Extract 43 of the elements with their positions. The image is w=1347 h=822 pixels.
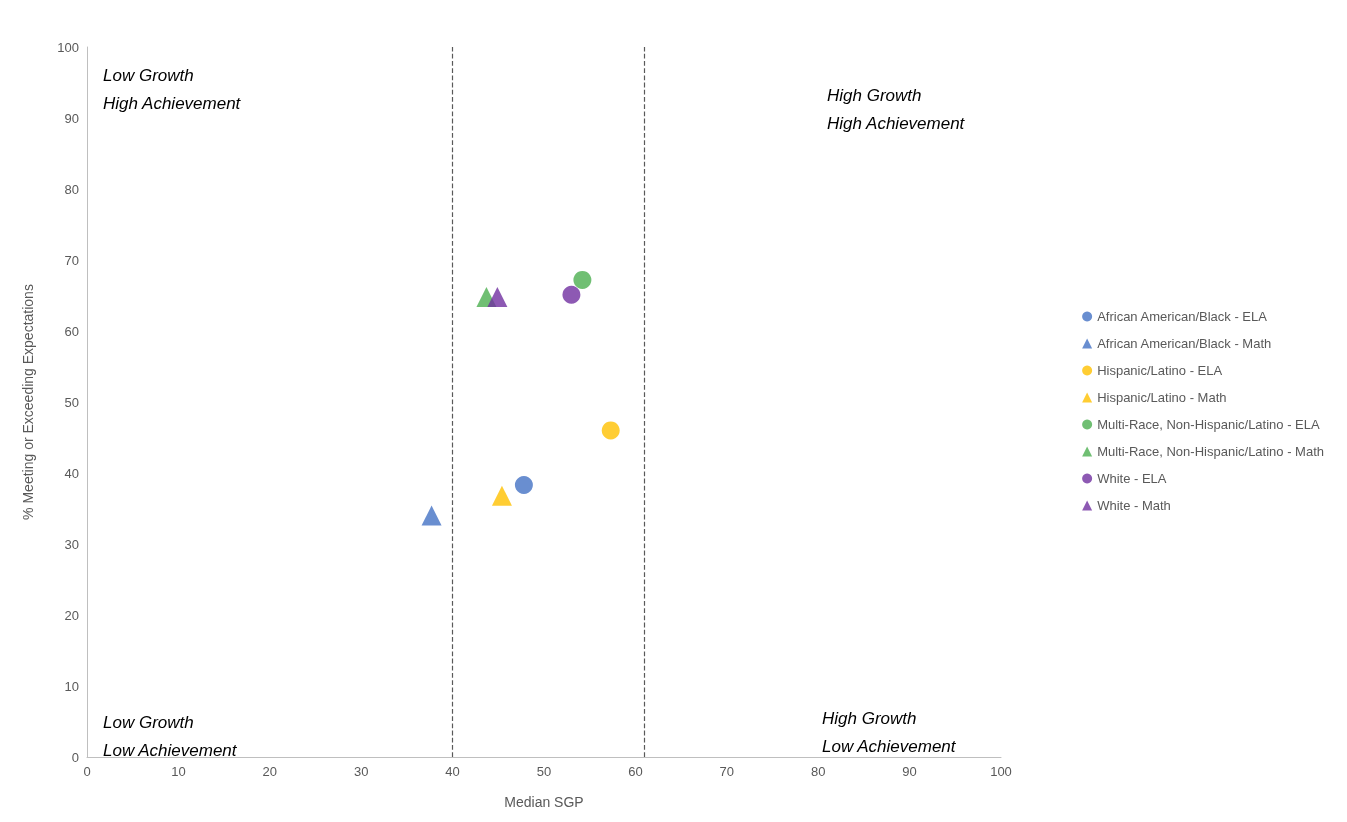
y-tick-label: 30 (64, 536, 79, 552)
legend-label: Multi-Race, Non-Hispanic/Latino - Math (1097, 444, 1325, 459)
annotation: Low Growth High Achievement (103, 65, 242, 113)
y-tick-label: 60 (64, 323, 79, 339)
y-tick-label: 10 (64, 678, 79, 694)
x-tick-label: 10 (171, 764, 186, 779)
point (487, 286, 508, 307)
legend-label: African American/Black - Math (1097, 336, 1272, 351)
x-tick-label: 60 (628, 764, 643, 779)
legend-label: Multi-Race, Non-Hispanic/Latino - ELA (1097, 417, 1320, 432)
y-tick-label: 20 (64, 607, 79, 623)
annotation: High Growth High Achievement (827, 85, 966, 133)
x-tick-label: 0 (83, 764, 91, 779)
legend-label: White - Math (1097, 498, 1171, 513)
x-tick-label: 30 (353, 764, 369, 779)
point (491, 485, 512, 506)
y-axis-title: % Meeting or Exceeding Expectations (20, 284, 36, 520)
legend-label: Hispanic/Latino - ELA (1097, 363, 1223, 378)
y-tick-label: 90 (64, 110, 79, 126)
point (421, 505, 442, 526)
point (601, 421, 620, 440)
annotation: High Growth Low Achievement (822, 708, 957, 756)
point (573, 270, 592, 289)
x-tick-label: 50 (536, 764, 552, 779)
point (562, 285, 581, 304)
x-tick-label: 90 (902, 764, 917, 779)
y-tick-label: 50 (64, 394, 79, 410)
x-tick-label: 70 (719, 764, 735, 779)
x-tick-label: 20 (262, 764, 278, 779)
legend-label: White - ELA (1097, 471, 1167, 486)
x-tick-label: 40 (445, 764, 460, 779)
x-tick-label: 100 (990, 764, 1012, 779)
annotation: Low Growth Low Achievement (103, 712, 238, 760)
x-tick-label: 80 (810, 764, 826, 779)
legend-label: Hispanic/Latino - Math (1097, 390, 1227, 405)
y-tick-label: 80 (64, 181, 79, 197)
x-axis-title: Median SGP (504, 794, 584, 810)
y-tick-label: 40 (64, 465, 79, 481)
y-tick-label: 70 (64, 252, 79, 268)
y-tick-label: 100 (57, 39, 79, 55)
point (514, 476, 533, 495)
y-tick-label: 0 (71, 749, 79, 765)
legend-label: African American/Black - ELA (1097, 309, 1268, 324)
